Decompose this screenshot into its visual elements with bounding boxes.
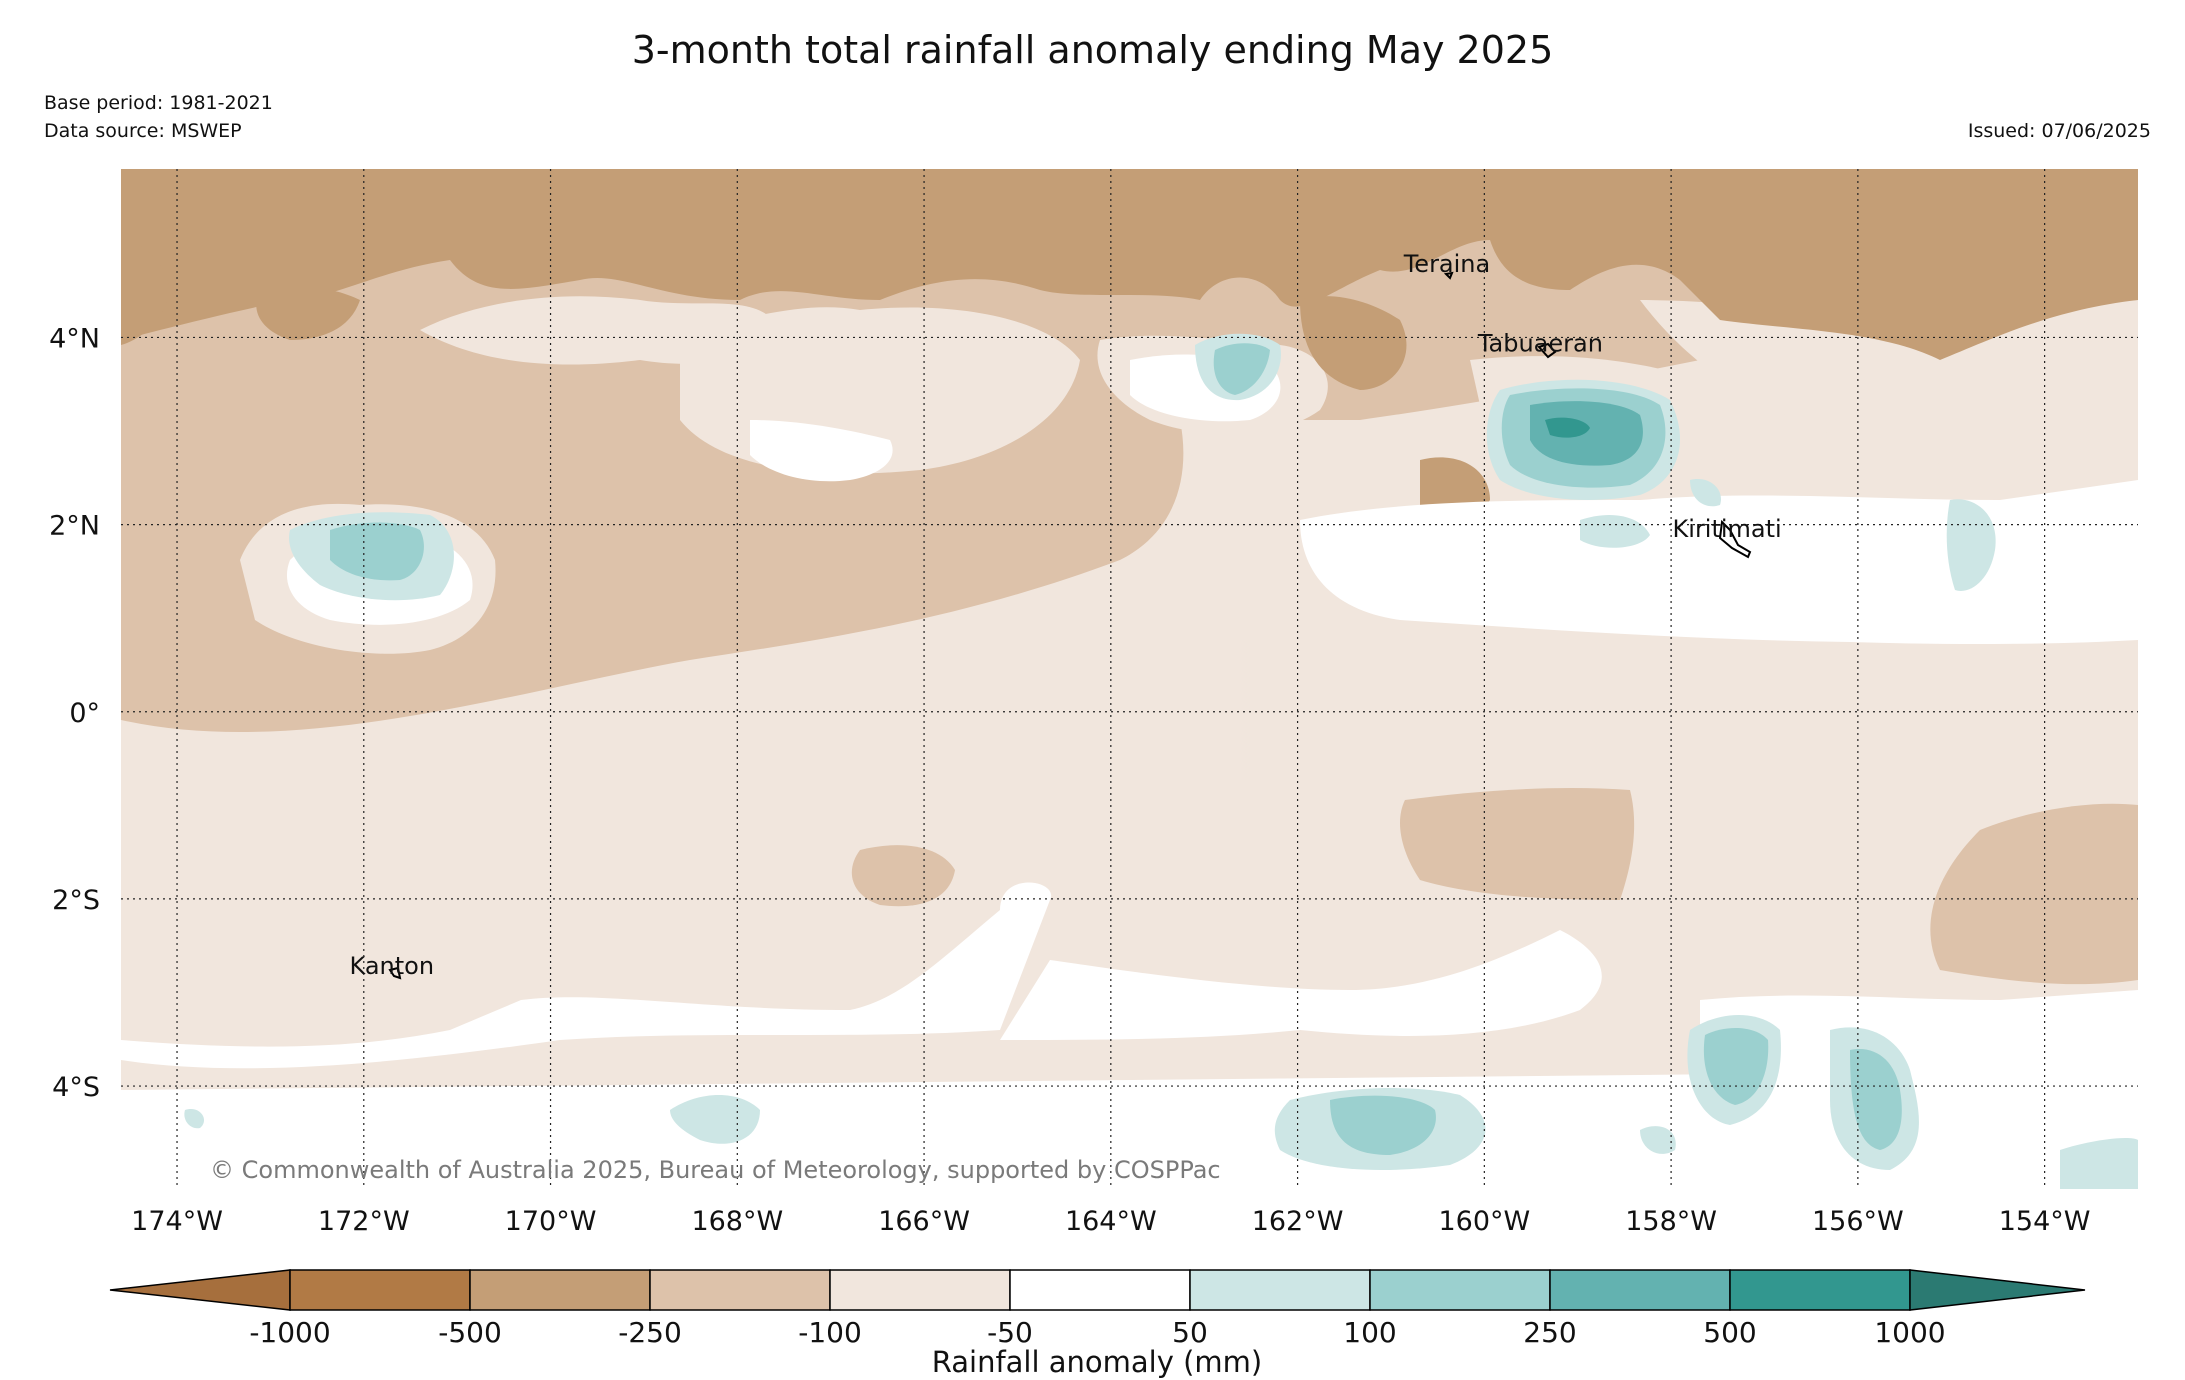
- data-source: Data source: MSWEP: [44, 120, 242, 142]
- colorbar-segment: [649, 1269, 831, 1311]
- colorbar: -1000 -500 -250 -100 -50 50 100 250 500 1000 Rainf…: [109, 1269, 2086, 1379]
- longitude-label: 162°W: [1252, 1206, 1344, 1237]
- tabuaeran-island: [1537, 342, 1557, 359]
- copyright-notice: © Commonwealth of Australia 2025, Bureau…: [210, 1156, 1221, 1184]
- kanton-island: [388, 966, 402, 980]
- colorbar-segment: [469, 1269, 651, 1311]
- colorbar-tick-label: -50: [987, 1316, 1033, 1349]
- longitude-label: 172°W: [318, 1206, 410, 1237]
- longitude-label: 168°W: [691, 1206, 783, 1237]
- longitude-label: 154°W: [1999, 1206, 2091, 1237]
- colorbar-tick-label: -500: [438, 1316, 502, 1349]
- colorbar-arrow-low: [109, 1269, 291, 1311]
- colorbar-tick-label: -100: [798, 1316, 862, 1349]
- colorbar-segment: [1009, 1269, 1191, 1311]
- colorbar-segment: [289, 1269, 471, 1311]
- colorbar-tick-label: 1000: [1874, 1316, 1945, 1349]
- anomaly-field: [121, 169, 2138, 1189]
- teraina-island: [1443, 271, 1454, 280]
- place-labels: Teraina Tabuaeran Kiritimati Kanton: [350, 250, 1782, 980]
- colorbar-tick-label: 50: [1172, 1316, 1208, 1349]
- colorbar-tick-label: -1000: [249, 1316, 330, 1349]
- colorbar-arrow-high: [1909, 1269, 2086, 1311]
- longitude-label: 160°W: [1438, 1206, 1530, 1237]
- colorbar-segment: [1549, 1269, 1731, 1311]
- colorbar-segment: [1369, 1269, 1551, 1311]
- colorbar-tick-label: 250: [1523, 1316, 1576, 1349]
- base-period: Base period: 1981-2021: [44, 92, 273, 114]
- longitude-label: 170°W: [505, 1206, 597, 1237]
- colorbar-segment: [1189, 1269, 1371, 1311]
- colorbar-title: Rainfall anomaly (mm): [932, 1345, 1263, 1379]
- place-label-teraina: Teraina: [1403, 250, 1491, 278]
- longitude-label: 158°W: [1625, 1206, 1717, 1237]
- kiritimati-island: [1718, 519, 1752, 559]
- longitude-label: 164°W: [1065, 1206, 1157, 1237]
- latitude-label: 2°N: [49, 511, 100, 542]
- graticule: [121, 169, 2138, 1189]
- colorbar-tick-label: 500: [1703, 1316, 1756, 1349]
- colorbar-tick-label: 100: [1343, 1316, 1396, 1349]
- islands: [388, 271, 1752, 980]
- place-label-kanton: Kanton: [350, 952, 435, 980]
- latitude-label: 2°S: [52, 885, 100, 916]
- longitude-label: 166°W: [878, 1206, 970, 1237]
- colorbar-segment: [829, 1269, 1011, 1311]
- longitude-label: 156°W: [1812, 1206, 1904, 1237]
- latitude-label: 4°N: [49, 323, 100, 354]
- colorbar-tick-label: -250: [618, 1316, 682, 1349]
- latitude-label: 0°: [69, 698, 100, 729]
- latitude-labels: 4°N 2°N 0° 2°S 4°S: [49, 323, 100, 1103]
- colorbar-segment: [1729, 1269, 1911, 1311]
- latitude-label: 4°S: [52, 1072, 100, 1103]
- longitude-label: 174°W: [131, 1206, 223, 1237]
- map-title: 3-month total rainfall anomaly ending Ma…: [631, 28, 1554, 72]
- issued-date: Issued: 07/06/2025: [1967, 120, 2151, 142]
- longitude-labels: 174°W 172°W 170°W 168°W 166°W 164°W 162°W 160°W…: [131, 1206, 2090, 1237]
- place-label-tabuaeran: Tabuaeran: [1477, 329, 1603, 357]
- place-label-kiritimati: Kiritimati: [1673, 515, 1782, 543]
